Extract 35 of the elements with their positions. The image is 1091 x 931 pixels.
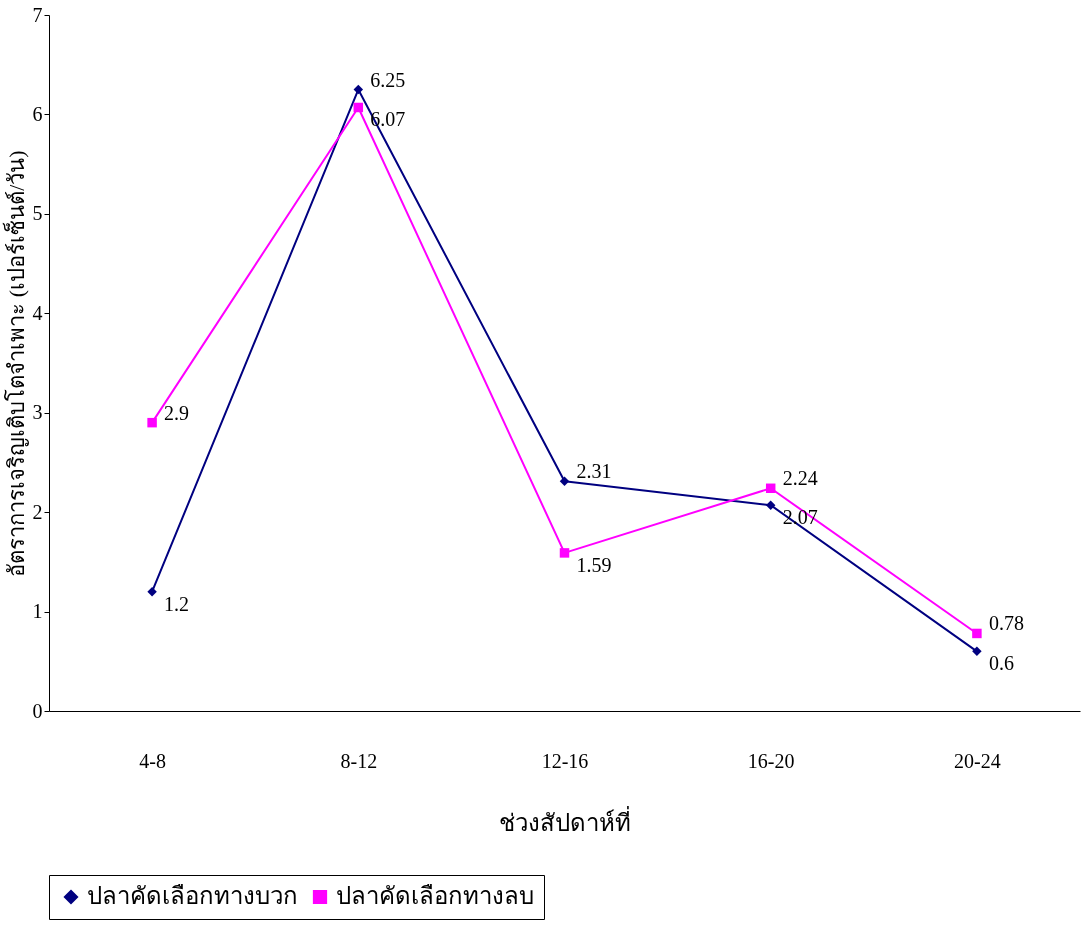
x-tick-label: 16-20 — [747, 749, 795, 772]
y-tick-label: 2 — [32, 500, 43, 523]
y-tick-label: 6 — [32, 102, 43, 125]
data-label: 2.9 — [164, 401, 190, 424]
legend-label: ปลาคัดเลือกทางลบ — [336, 883, 534, 909]
point — [147, 417, 157, 428]
point — [559, 548, 570, 558]
point — [765, 483, 776, 494]
data-label: 6.25 — [370, 68, 406, 91]
point — [972, 646, 982, 657]
y-tick-label: 5 — [32, 202, 43, 225]
y-tick-label: 7 — [32, 3, 43, 26]
point — [765, 500, 776, 510]
y-tick-label: 1 — [32, 600, 43, 623]
point — [353, 84, 364, 95]
legend-label: ปลาคัดเลือกทางบวก — [87, 883, 298, 909]
x-tick-label: 8-12 — [340, 749, 378, 772]
point — [972, 628, 982, 639]
point — [559, 476, 570, 487]
x-tick-label: 4-8 — [139, 749, 166, 772]
data-label: 0.78 — [988, 612, 1024, 635]
x-tick-label: 20-24 — [954, 749, 1001, 772]
data-label: 1.59 — [576, 553, 612, 576]
x-tick-label: 12-16 — [541, 749, 589, 772]
y-axis-title: อัตราการเจริญเติบโตจำเพาะ (เปอร์เซ็นต์/วัน) — [1, 150, 29, 577]
point — [353, 102, 364, 113]
y-tick-label: 0 — [32, 699, 43, 722]
data-label: 2.31 — [576, 460, 612, 483]
data-label: 0.6 — [988, 652, 1014, 675]
point — [147, 586, 157, 597]
y-tick-label: 3 — [32, 401, 43, 424]
data-label: 1.2 — [164, 592, 190, 615]
y-tick-label: 4 — [32, 301, 43, 324]
data-label: 2.24 — [782, 467, 818, 490]
x-axis-title: ช่วงสัปดาห์ที่ — [499, 805, 631, 836]
